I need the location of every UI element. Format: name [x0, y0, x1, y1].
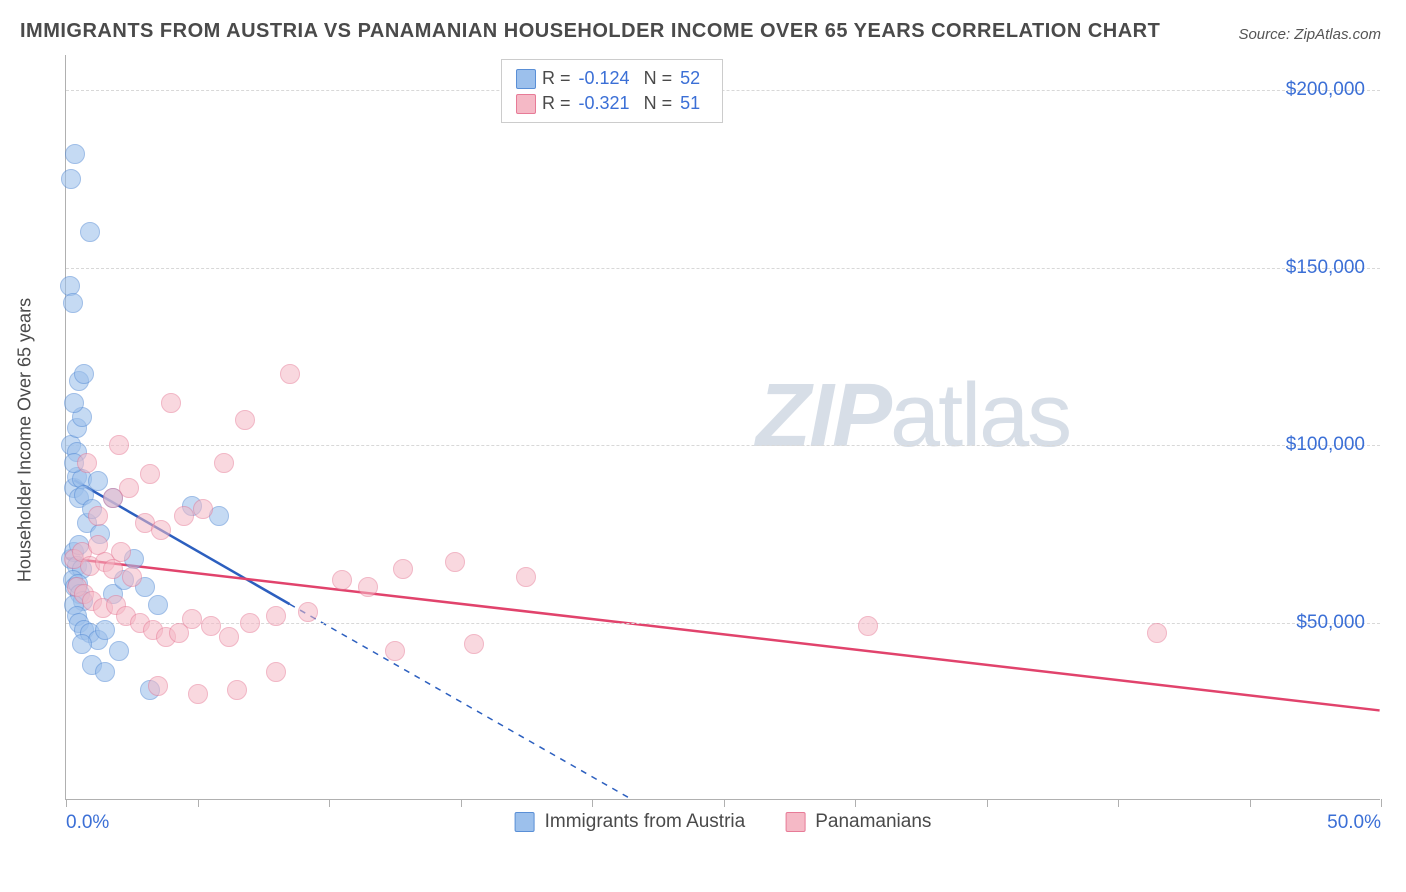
scatter-point — [64, 393, 84, 413]
legend-r-value: -0.321 — [579, 93, 630, 114]
scatter-point — [1147, 623, 1167, 643]
source-label: Source: ZipAtlas.com — [1238, 26, 1381, 43]
scatter-point — [65, 144, 85, 164]
y-tick-label: $200,000 — [1245, 79, 1365, 101]
scatter-point — [95, 662, 115, 682]
scatter-point — [174, 506, 194, 526]
legend-swatch — [785, 812, 805, 832]
x-tick-label: 0.0% — [66, 812, 109, 834]
scatter-point — [516, 567, 536, 587]
legend-swatch — [516, 94, 536, 114]
scatter-point — [266, 662, 286, 682]
scatter-point — [148, 676, 168, 696]
legend-r-value: -0.124 — [579, 68, 630, 89]
legend-swatch — [516, 69, 536, 89]
scatter-point — [464, 634, 484, 654]
x-tick — [592, 799, 593, 807]
trend-line-dashed — [290, 604, 631, 799]
chart-area: Householder Income Over 65 years ZIPatla… — [55, 55, 1380, 825]
scatter-point — [109, 641, 129, 661]
x-tick — [1381, 799, 1382, 807]
scatter-point — [858, 616, 878, 636]
scatter-point — [151, 520, 171, 540]
legend-n-label: N = — [644, 93, 673, 114]
legend-n-value: 52 — [680, 68, 700, 89]
scatter-point — [103, 559, 123, 579]
legend-n-value: 51 — [680, 93, 700, 114]
x-tick — [461, 799, 462, 807]
scatter-point — [332, 570, 352, 590]
scatter-point — [445, 552, 465, 572]
scatter-point — [88, 471, 108, 491]
scatter-point — [219, 627, 239, 647]
x-tick — [724, 799, 725, 807]
x-tick — [66, 799, 67, 807]
y-axis-label: Householder Income Over 65 years — [15, 298, 36, 582]
legend-n-label: N = — [644, 68, 673, 89]
scatter-point — [88, 506, 108, 526]
scatter-point — [280, 364, 300, 384]
scatter-point — [193, 499, 213, 519]
legend-r-label: R = — [542, 93, 571, 114]
scatter-point — [266, 606, 286, 626]
scatter-point — [358, 577, 378, 597]
scatter-point — [201, 616, 221, 636]
x-tick — [329, 799, 330, 807]
gridline-h — [66, 445, 1380, 446]
scatter-point — [80, 222, 100, 242]
scatter-point — [298, 602, 318, 622]
x-tick-label: 50.0% — [1327, 812, 1381, 834]
legend-label: Panamanians — [815, 811, 931, 833]
watermark-zip: ZIP — [756, 366, 890, 466]
scatter-point — [161, 393, 181, 413]
scatter-point — [214, 453, 234, 473]
legend-row: R = -0.124 N = 52 — [516, 66, 708, 91]
scatter-point — [148, 595, 168, 615]
x-tick — [198, 799, 199, 807]
scatter-point — [188, 684, 208, 704]
scatter-point — [182, 609, 202, 629]
watermark: ZIPatlas — [756, 365, 1070, 468]
x-tick — [855, 799, 856, 807]
y-tick-label: $50,000 — [1245, 612, 1365, 634]
watermark-atlas: atlas — [890, 366, 1070, 466]
scatter-point — [122, 567, 142, 587]
scatter-point — [235, 410, 255, 430]
scatter-point — [111, 542, 131, 562]
chart-title: IMMIGRANTS FROM AUSTRIA VS PANAMANIAN HO… — [20, 20, 1160, 43]
scatter-point — [119, 478, 139, 498]
scatter-point — [240, 613, 260, 633]
legend-label: Immigrants from Austria — [545, 811, 746, 833]
legend-r-label: R = — [542, 68, 571, 89]
scatter-point — [63, 293, 83, 313]
scatter-point — [72, 634, 92, 654]
legend-bottom-item: Immigrants from Austria — [515, 811, 746, 833]
trend-line — [66, 558, 1379, 710]
gridline-h — [66, 623, 1380, 624]
scatter-plot: ZIPatlas $50,000 $100,000 $150,000 $200,000… — [65, 55, 1380, 800]
scatter-point — [385, 641, 405, 661]
scatter-point — [77, 453, 97, 473]
x-tick — [987, 799, 988, 807]
x-tick — [1118, 799, 1119, 807]
y-tick-label: $100,000 — [1245, 434, 1365, 456]
scatter-point — [140, 464, 160, 484]
y-tick-label: $150,000 — [1245, 257, 1365, 279]
scatter-point — [109, 435, 129, 455]
scatter-point — [61, 169, 81, 189]
gridline-h — [66, 268, 1380, 269]
legend-top: R = -0.124 N = 52 R = -0.321 N = 51 — [501, 59, 723, 123]
legend-swatch — [515, 812, 535, 832]
scatter-point — [95, 620, 115, 640]
scatter-point — [74, 364, 94, 384]
x-tick — [1250, 799, 1251, 807]
legend-bottom-item: Panamanians — [785, 811, 931, 833]
legend-row: R = -0.321 N = 51 — [516, 91, 708, 116]
scatter-point — [393, 559, 413, 579]
trend-lines-layer — [66, 55, 1380, 799]
legend-bottom: Immigrants from Austria Panamanians — [515, 811, 932, 833]
scatter-point — [227, 680, 247, 700]
